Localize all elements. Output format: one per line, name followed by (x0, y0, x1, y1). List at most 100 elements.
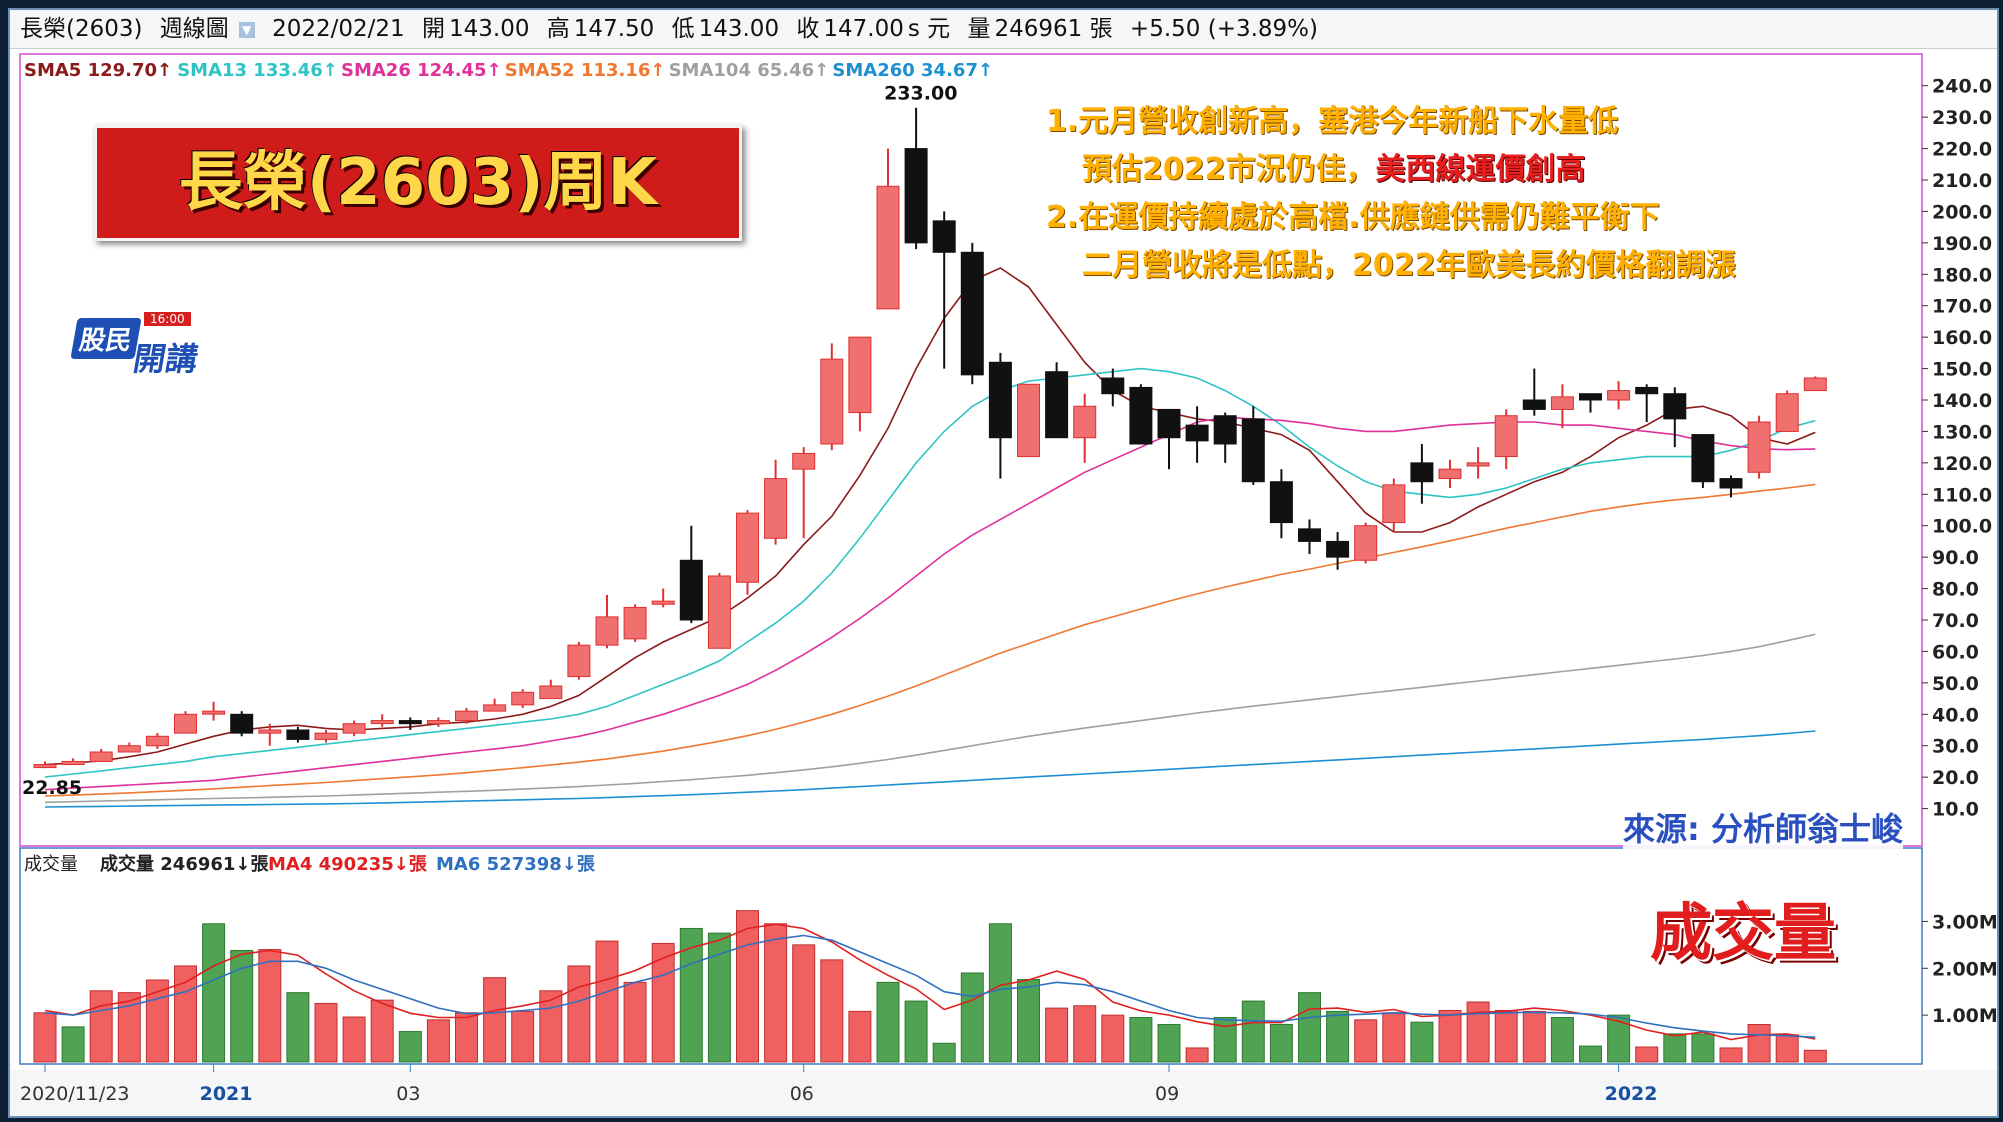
quote-date: 2022/02/21 (272, 16, 405, 42)
chart-canvas: 10.0 20.0 30.0 40.0 50.0 60.0 70.0 80.0 90.0 100.… (10, 53, 1997, 1116)
candle-body (1410, 462, 1434, 483)
sma-line-sma13 (44, 367, 1816, 778)
sma-legend-sma260: SMA260 34.67↑ (832, 60, 993, 81)
volume-bar (764, 923, 788, 1063)
volume-bar (1747, 1024, 1771, 1063)
sma-line-sma5 (44, 267, 1816, 766)
candle-body (1691, 434, 1715, 483)
candle-body (258, 729, 282, 734)
volume-bar (1550, 1016, 1574, 1063)
note-line-4: 二月營收將是低點，2022年歐美長約價格翻調漲 (1082, 248, 1736, 283)
high-value: 147.50 (573, 16, 655, 42)
volume-bar (1579, 1045, 1602, 1063)
candle-body (904, 148, 928, 244)
volume-bar (1101, 1014, 1125, 1063)
close-value: 147.00 (823, 16, 904, 42)
volume-bar (33, 1012, 57, 1063)
sma-legend-sma5: SMA5 129.70↑ (24, 60, 172, 81)
volume-bar (904, 1000, 928, 1063)
sma-legend-sma104: SMA104 65.46↑ (669, 60, 830, 81)
price-ytick-label: 80.0 (1932, 579, 1979, 601)
candle-body (1438, 468, 1462, 480)
price-ytick-label: 180.0 (1932, 264, 1992, 286)
price-ytick-label: 220.0 (1932, 139, 1992, 161)
price-ytick-label: 50.0 (1932, 673, 1979, 695)
candle-body (1803, 377, 1827, 392)
note-line-1: 1.元月營收創新高，塞港今年新船下水量低 (1046, 104, 1619, 139)
candle-body (230, 713, 254, 734)
volume-bar (707, 932, 731, 1063)
candle-body (286, 729, 310, 740)
candle-body (1663, 393, 1687, 420)
volume-bar (1466, 1001, 1490, 1063)
volume-bar (117, 992, 141, 1063)
price-ytick-label: 90.0 (1932, 547, 1979, 569)
volume-bar (202, 923, 226, 1063)
volume-bar (960, 972, 984, 1063)
volume-legend-title: 成交量 (24, 854, 78, 875)
candle-body (455, 710, 478, 722)
price-ytick-label: 70.0 (1932, 610, 1979, 632)
candle-body (736, 512, 759, 583)
candle-body (145, 735, 169, 747)
candle-body (1073, 405, 1097, 439)
close-unit: s 元 (907, 16, 951, 42)
volume-bar (61, 1026, 85, 1063)
candle-body (202, 710, 226, 715)
volume-bar (932, 1042, 956, 1063)
price-ytick-label: 160.0 (1932, 327, 1992, 349)
sma-legend-sma13: SMA13 133.46↑ (177, 60, 338, 81)
volume-panel-border (19, 847, 1923, 1065)
candle-body (1719, 478, 1743, 489)
candle-body (1185, 424, 1209, 442)
xtick-label: 09 (1155, 1083, 1179, 1105)
candle-body (1522, 399, 1546, 410)
price-annotation: 22.85 (22, 777, 82, 799)
volume-bar (1269, 1024, 1293, 1063)
stock-name: 長榮(2603) (20, 16, 143, 42)
candle-body (932, 220, 956, 253)
candle-body (1466, 462, 1490, 467)
price-ytick-label: 140.0 (1932, 390, 1992, 412)
logo-bottom: 開講 (130, 340, 202, 378)
period-selector[interactable]: 週線圖 (159, 16, 229, 42)
volume-bar (1494, 1009, 1518, 1063)
price-ytick-label: 200.0 (1932, 201, 1992, 223)
chart-window: 長榮(2603) 週線圖 ▼ 2022/02/21 開 143.00 高 147.50… (8, 8, 1999, 1118)
candle-body (1635, 386, 1659, 395)
volume-bar (1017, 979, 1040, 1063)
sma-line-sma26 (44, 416, 1816, 791)
volume-section-label: 成交量 (1650, 896, 1837, 969)
chevron-down-icon[interactable]: ▼ (238, 21, 255, 38)
price-ytick-label: 40.0 (1932, 704, 1979, 726)
candle-body (707, 575, 731, 649)
price-ytick-label: 120.0 (1932, 453, 1992, 475)
candle-body (483, 704, 507, 712)
volume-bar (623, 981, 647, 1063)
sma-line-sma104 (44, 633, 1816, 804)
volume-bar (736, 910, 759, 1063)
open-value: 143.00 (449, 16, 530, 42)
volume-legend-成交量: 成交量 246961↓張 (100, 853, 269, 875)
volume-bar (426, 1019, 450, 1063)
volume-bar (1775, 1034, 1799, 1063)
note-line-2a: 預估2022市況仍佳， (1082, 152, 1376, 187)
candle-body (1129, 386, 1153, 445)
xtick-label: 03 (396, 1083, 420, 1105)
candle-body (426, 720, 450, 725)
volume-bar (1213, 1016, 1237, 1063)
volume-bar (1354, 1019, 1378, 1063)
note-line-2b: 美西線運價創高 (1375, 152, 1586, 187)
volume-bar (1691, 1033, 1715, 1063)
volume-bar (286, 992, 310, 1063)
volume-bar (174, 965, 197, 1063)
volume-bar (314, 1002, 338, 1063)
volume-bar (1438, 1009, 1462, 1063)
volume-bar (1129, 1016, 1153, 1063)
sma-line-sma260 (44, 730, 1816, 808)
volume-bar (595, 940, 619, 1063)
candle-body (595, 616, 619, 646)
chart-title-banner: 長榮(2603)周K (94, 125, 742, 241)
volume-bar (258, 949, 282, 1063)
quote-header: 長榮(2603) 週線圖 ▼ 2022/02/21 開 143.00 高 147.50… (10, 10, 1997, 49)
